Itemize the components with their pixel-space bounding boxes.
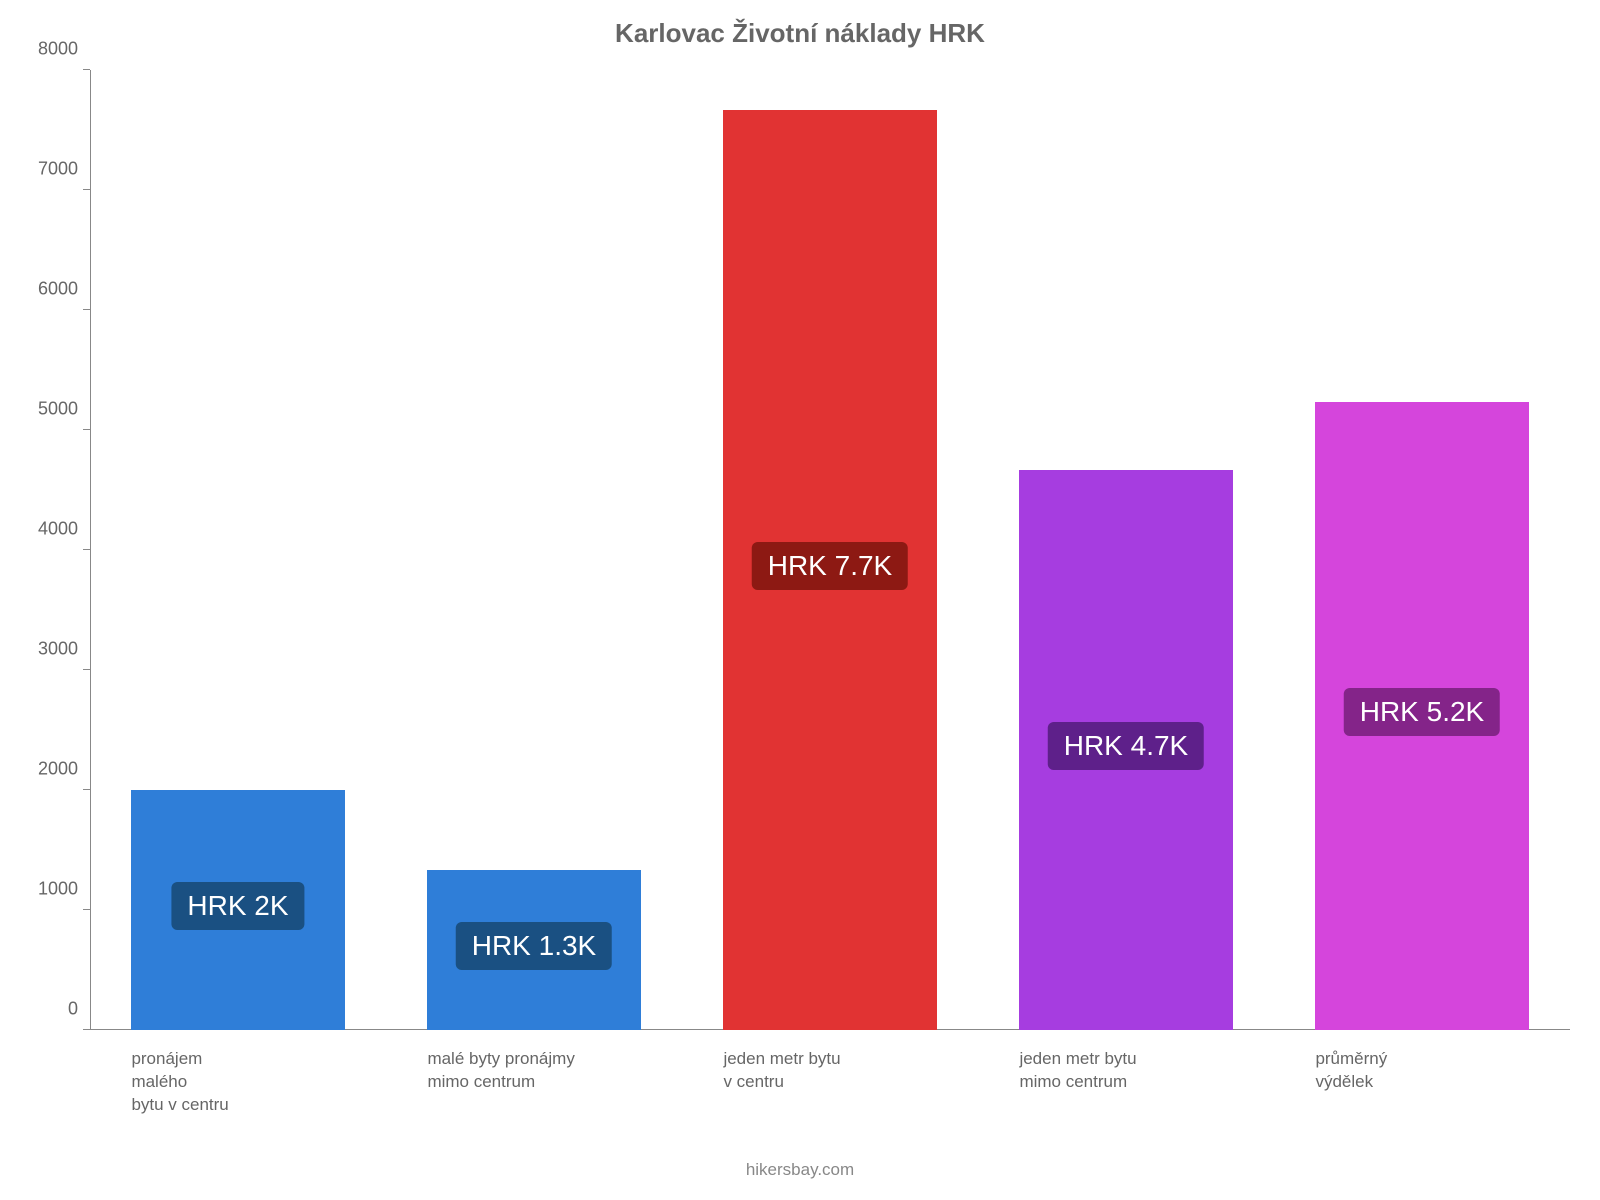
bar-slot: HRK 5.2Kprůměrnývýdělek bbox=[1315, 70, 1528, 1030]
y-tick-label: 4000 bbox=[38, 519, 90, 540]
value-badge: HRK 1.3K bbox=[456, 922, 613, 970]
x-tick-label: malé byty pronájmymimo centrum bbox=[427, 1030, 640, 1094]
chart-title: Karlovac Životní náklady HRK bbox=[0, 18, 1600, 49]
x-tick-label: průměrnývýdělek bbox=[1315, 1030, 1528, 1094]
value-badge: HRK 5.2K bbox=[1344, 688, 1501, 736]
y-tick-mark bbox=[83, 549, 90, 550]
y-tick-mark bbox=[83, 429, 90, 430]
bar-slot: HRK 1.3Kmalé byty pronájmymimo centrum bbox=[427, 70, 640, 1030]
bar-slot: HRK 7.7Kjeden metr bytuv centru bbox=[723, 70, 936, 1030]
y-tick-label: 0 bbox=[68, 999, 90, 1020]
y-tick-label: 3000 bbox=[38, 639, 90, 660]
attribution-text: hikersbay.com bbox=[0, 1160, 1600, 1180]
value-badge: HRK 2K bbox=[171, 882, 304, 930]
x-tick-label: pronájemmaléhobytu v centru bbox=[131, 1030, 344, 1117]
x-tick-label: jeden metr bytumimo centrum bbox=[1019, 1030, 1232, 1094]
y-tick-mark bbox=[83, 1029, 90, 1030]
y-tick-mark bbox=[83, 309, 90, 310]
y-tick-mark bbox=[83, 909, 90, 910]
y-tick-label: 1000 bbox=[38, 879, 90, 900]
y-tick-label: 8000 bbox=[38, 39, 90, 60]
y-axis-line bbox=[90, 70, 91, 1030]
y-tick-label: 5000 bbox=[38, 399, 90, 420]
bar-slot: HRK 4.7Kjeden metr bytumimo centrum bbox=[1019, 70, 1232, 1030]
value-badge: HRK 7.7K bbox=[752, 542, 909, 590]
y-tick-mark bbox=[83, 189, 90, 190]
y-tick-label: 7000 bbox=[38, 159, 90, 180]
y-tick-mark bbox=[83, 69, 90, 70]
x-tick-label: jeden metr bytuv centru bbox=[723, 1030, 936, 1094]
y-tick-label: 6000 bbox=[38, 279, 90, 300]
y-tick-label: 2000 bbox=[38, 759, 90, 780]
y-tick-mark bbox=[83, 789, 90, 790]
y-tick-mark bbox=[83, 669, 90, 670]
bar-slot: HRK 2Kpronájemmaléhobytu v centru bbox=[131, 70, 344, 1030]
cost-of-living-chart: Karlovac Životní náklady HRK 01000200030… bbox=[0, 0, 1600, 1200]
value-badge: HRK 4.7K bbox=[1048, 722, 1205, 770]
plot-area: 010002000300040005000600070008000HRK 2Kp… bbox=[90, 70, 1570, 1030]
